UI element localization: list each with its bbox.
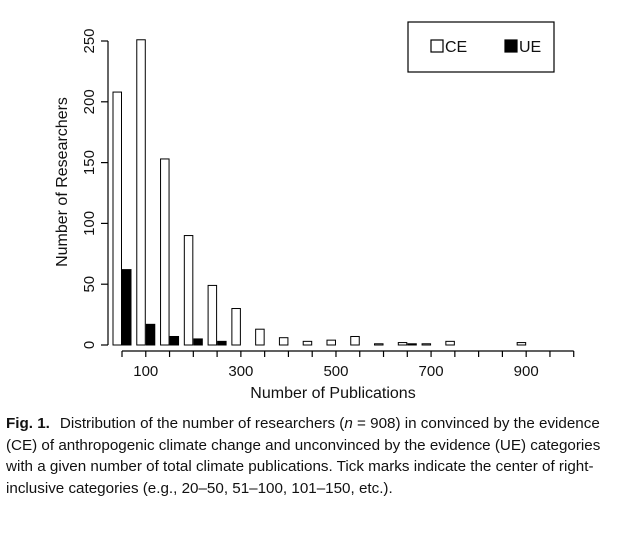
x-tick-label-100: 100 [133,363,158,380]
figure-caption: Fig. 1. Distribution of the number of res… [6,413,618,499]
bar-ce-900 [516,342,527,346]
bar-ce-450 [302,340,313,346]
legend-label-ce: CE [445,39,467,56]
y-tick-label-100: 100 [81,211,98,236]
y-tick-label-200: 200 [81,89,98,114]
bars-layer [112,39,527,346]
x-tick-label-300: 300 [228,363,253,380]
legend-swatch-ue [504,39,518,53]
bar-ce-300 [231,308,241,346]
bar-ce-350 [255,328,265,346]
bar-ce-200 [183,235,194,346]
bar-ce-550 [350,335,360,346]
caption-italic-n: n [344,415,353,432]
bar-ce-650 [397,342,408,346]
y-tick-label-0: 0 [81,341,98,349]
bar-ce-250 [207,284,218,346]
bar-ce-150 [160,158,170,346]
bar-ce-500 [326,339,336,346]
caption-text-1: Distribution of the number of researcher… [59,415,345,432]
bar-ce-750 [445,340,455,346]
y-tick-label-50: 50 [81,276,98,293]
x-tick-label-900: 900 [514,363,539,380]
figure: 0 50 100 150 200 250 100 300 500 700 900 Number of… [54,21,575,402]
bar-ce-600 [374,343,384,346]
bar-ue-50 [122,269,132,346]
y-axis-title: Number of Researchers [54,97,71,267]
legend-swatch-ce [430,39,444,53]
x-tick-label-700: 700 [419,363,444,380]
caption-label: Fig. 1. [6,415,50,432]
axes-layer: 0 50 100 150 200 250 100 300 500 700 900 [81,28,575,380]
bar-ue-100 [145,323,156,346]
bar-chart: 0 50 100 150 200 250 100 300 500 700 900 Number of… [54,21,575,402]
caption-text-2: = 908) in convinced by the evidence (CE)… [6,415,601,497]
bar-ue-200 [193,338,203,346]
y-tick-label-150: 150 [81,150,98,175]
bar-ue-250 [217,340,227,346]
bar-ce-50 [112,91,122,346]
x-tick-label-500: 500 [323,363,348,380]
legend: CE UE [407,21,555,73]
bar-ue-150 [169,335,180,346]
x-axis-title: Number of Publications [250,385,415,402]
legend-label-ue: UE [519,39,541,56]
y-tick-label-250: 250 [81,28,98,53]
bar-ue-650 [407,343,417,346]
bar-ce-400 [278,337,289,346]
bar-ce-100 [136,39,146,346]
bar-ce-700 [421,343,432,346]
